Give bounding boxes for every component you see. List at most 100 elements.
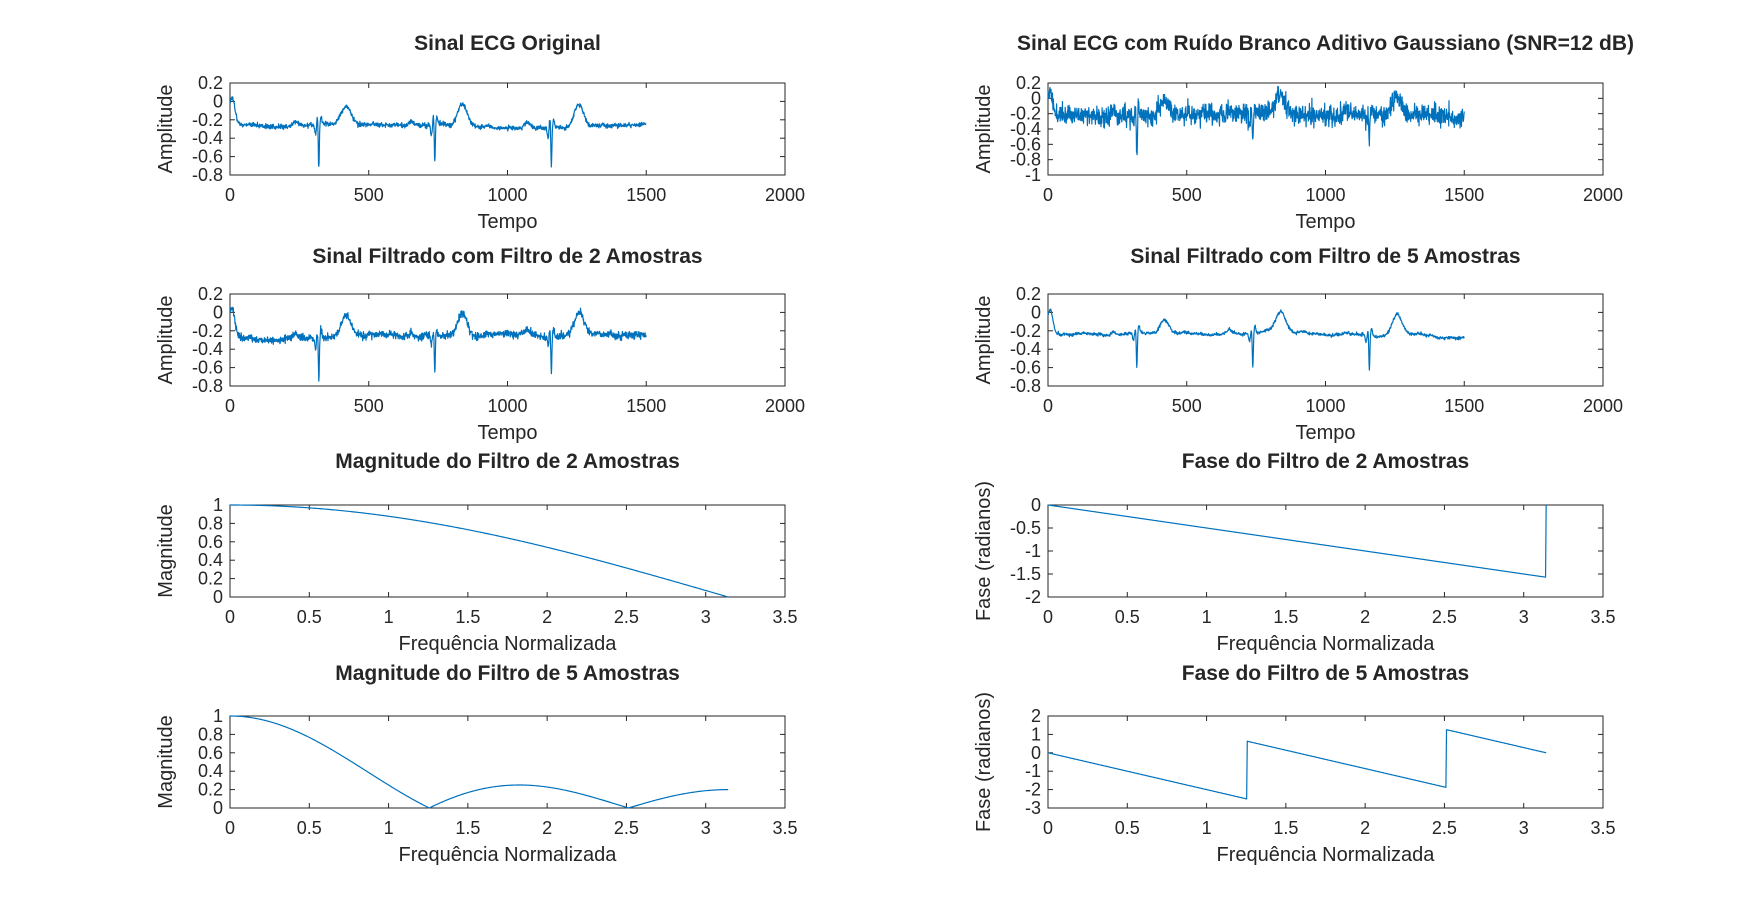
y-tick-label: 0.2 xyxy=(198,780,223,800)
y-tick-label: -1 xyxy=(1025,165,1041,185)
y-tick-label: -3 xyxy=(1025,798,1041,818)
x-tick-label: 2000 xyxy=(1583,185,1623,205)
y-tick-label: 0.4 xyxy=(198,550,223,570)
plot-title: Sinal ECG Original xyxy=(414,32,601,55)
x-tick-label: 3 xyxy=(701,607,711,627)
x-axis-label: Frequência Normalizada xyxy=(399,633,618,655)
axes-box xyxy=(229,504,786,598)
x-tick-label: 0 xyxy=(1043,607,1053,627)
y-tick-label: -0.8 xyxy=(1010,150,1041,170)
x-tick-label: 0.5 xyxy=(1115,607,1140,627)
x-tick-label: 0 xyxy=(225,607,235,627)
x-tick-label: 0 xyxy=(225,818,235,838)
y-tick-label: 1 xyxy=(213,706,223,726)
y-tick-label: -1 xyxy=(1025,761,1041,781)
y-tick-label: -1 xyxy=(1025,541,1041,561)
plot-title: Magnitude do Filtro de 2 Amostras xyxy=(335,450,680,473)
x-axis-label: Tempo xyxy=(477,422,537,444)
y-tick-label: -2 xyxy=(1025,780,1041,800)
x-tick-label: 0 xyxy=(1043,818,1053,838)
x-axis-label: Frequência Normalizada xyxy=(1217,844,1436,866)
y-axis-label: Fase (radianos) xyxy=(973,692,995,832)
subplot-p5: Magnitude do Filtro de 2 Amostras 0 0.5 1 1.… xyxy=(155,450,798,655)
x-tick-label: 2 xyxy=(1360,607,1370,627)
y-tick-label: 1 xyxy=(213,495,223,515)
plot-title: Fase do Filtro de 2 Amostras xyxy=(1182,450,1469,473)
x-tick-label: 2 xyxy=(1360,818,1370,838)
x-axis-label: Frequência Normalizada xyxy=(399,844,618,866)
y-tick-label: -1.5 xyxy=(1010,564,1041,584)
x-tick-label: 3.5 xyxy=(772,607,797,627)
x-axis-label: Tempo xyxy=(477,211,537,233)
x-tick-label: 1 xyxy=(384,818,394,838)
y-tick-label: 0.8 xyxy=(198,724,223,744)
axes-box xyxy=(1047,715,1604,809)
x-tick-label: 3 xyxy=(1519,607,1529,627)
axes-box xyxy=(229,715,786,809)
y-tick-label: -0.5 xyxy=(1010,518,1041,538)
x-tick-label: 500 xyxy=(1172,185,1202,205)
y-tick-label: -0.8 xyxy=(192,376,223,396)
y-tick-label: 0 xyxy=(1031,302,1041,322)
plot-title: Sinal ECG com Ruído Branco Aditivo Gauss… xyxy=(1017,32,1634,55)
y-tick-label: 0 xyxy=(1031,495,1041,515)
x-tick-label: 1000 xyxy=(487,185,527,205)
y-tick-label: -0.2 xyxy=(1010,104,1041,124)
axes-box xyxy=(1047,504,1604,598)
x-tick-label: 2.5 xyxy=(1432,818,1457,838)
x-tick-label: 1000 xyxy=(1305,185,1345,205)
y-tick-label: -0.2 xyxy=(1010,321,1041,341)
x-tick-label: 0 xyxy=(1043,185,1053,205)
series-line xyxy=(1047,729,1547,800)
x-tick-label: 500 xyxy=(1172,396,1202,416)
y-tick-label: -0.4 xyxy=(1010,119,1041,139)
y-tick-label: 0.4 xyxy=(198,761,223,781)
y-tick-label: 2 xyxy=(1031,706,1041,726)
subplot-p8: Fase do Filtro de 5 Amostras 0 0.5 1 1.5 2 2.5… xyxy=(973,662,1616,866)
x-tick-label: 2000 xyxy=(1583,396,1623,416)
subplot-p4: Sinal Filtrado com Filtro de 5 Amostras 0… xyxy=(973,245,1623,444)
series-line xyxy=(1047,308,1465,371)
y-tick-label: -0.4 xyxy=(192,339,223,359)
x-axis-label: Frequência Normalizada xyxy=(1217,633,1436,655)
y-tick-label: 0.2 xyxy=(1016,73,1041,93)
y-axis-label: Amplitude xyxy=(973,296,995,385)
x-tick-label: 3 xyxy=(1519,818,1529,838)
plot-title: Magnitude do Filtro de 5 Amostras xyxy=(335,662,680,685)
y-tick-label: 0.2 xyxy=(198,284,223,304)
x-tick-label: 1.5 xyxy=(455,818,480,838)
x-tick-label: 2000 xyxy=(765,185,805,205)
y-tick-label: 0.2 xyxy=(198,73,223,93)
y-axis-label: Amplitude xyxy=(973,85,995,174)
x-tick-label: 2000 xyxy=(765,396,805,416)
subplot-p6: Fase do Filtro de 2 Amostras 0 0.5 1 1.5 2 2.5… xyxy=(973,450,1616,655)
y-axis-label: Magnitude xyxy=(155,715,177,808)
y-tick-label: -0.6 xyxy=(1010,358,1041,378)
x-tick-label: 500 xyxy=(354,396,384,416)
subplot-p3: Sinal Filtrado com Filtro de 2 Amostras 0… xyxy=(155,245,805,444)
x-tick-label: 1500 xyxy=(1444,185,1484,205)
subplot-p7: Magnitude do Filtro de 5 Amostras 0 0.5 1 1.… xyxy=(155,662,798,866)
x-tick-label: 0 xyxy=(225,185,235,205)
x-tick-label: 1 xyxy=(384,607,394,627)
x-tick-label: 1.5 xyxy=(1273,607,1298,627)
x-tick-label: 500 xyxy=(354,185,384,205)
y-axis-label: Amplitude xyxy=(155,296,177,385)
y-tick-label: 0.6 xyxy=(198,743,223,763)
x-tick-label: 1500 xyxy=(626,185,666,205)
y-tick-label: -0.8 xyxy=(1010,376,1041,396)
x-axis-label: Tempo xyxy=(1295,422,1355,444)
x-tick-label: 2 xyxy=(542,818,552,838)
x-tick-label: 2.5 xyxy=(1432,607,1457,627)
x-tick-label: 0.5 xyxy=(297,818,322,838)
axes-box xyxy=(1047,293,1604,387)
y-axis-label: Amplitude xyxy=(155,85,177,174)
x-axis-label: Tempo xyxy=(1295,211,1355,233)
y-tick-label: -0.2 xyxy=(192,321,223,341)
x-tick-label: 1.5 xyxy=(1273,818,1298,838)
y-tick-label: -2 xyxy=(1025,587,1041,607)
y-tick-label: 0.2 xyxy=(198,569,223,589)
y-tick-label: 0.6 xyxy=(198,532,223,552)
y-axis-label: Magnitude xyxy=(155,504,177,597)
